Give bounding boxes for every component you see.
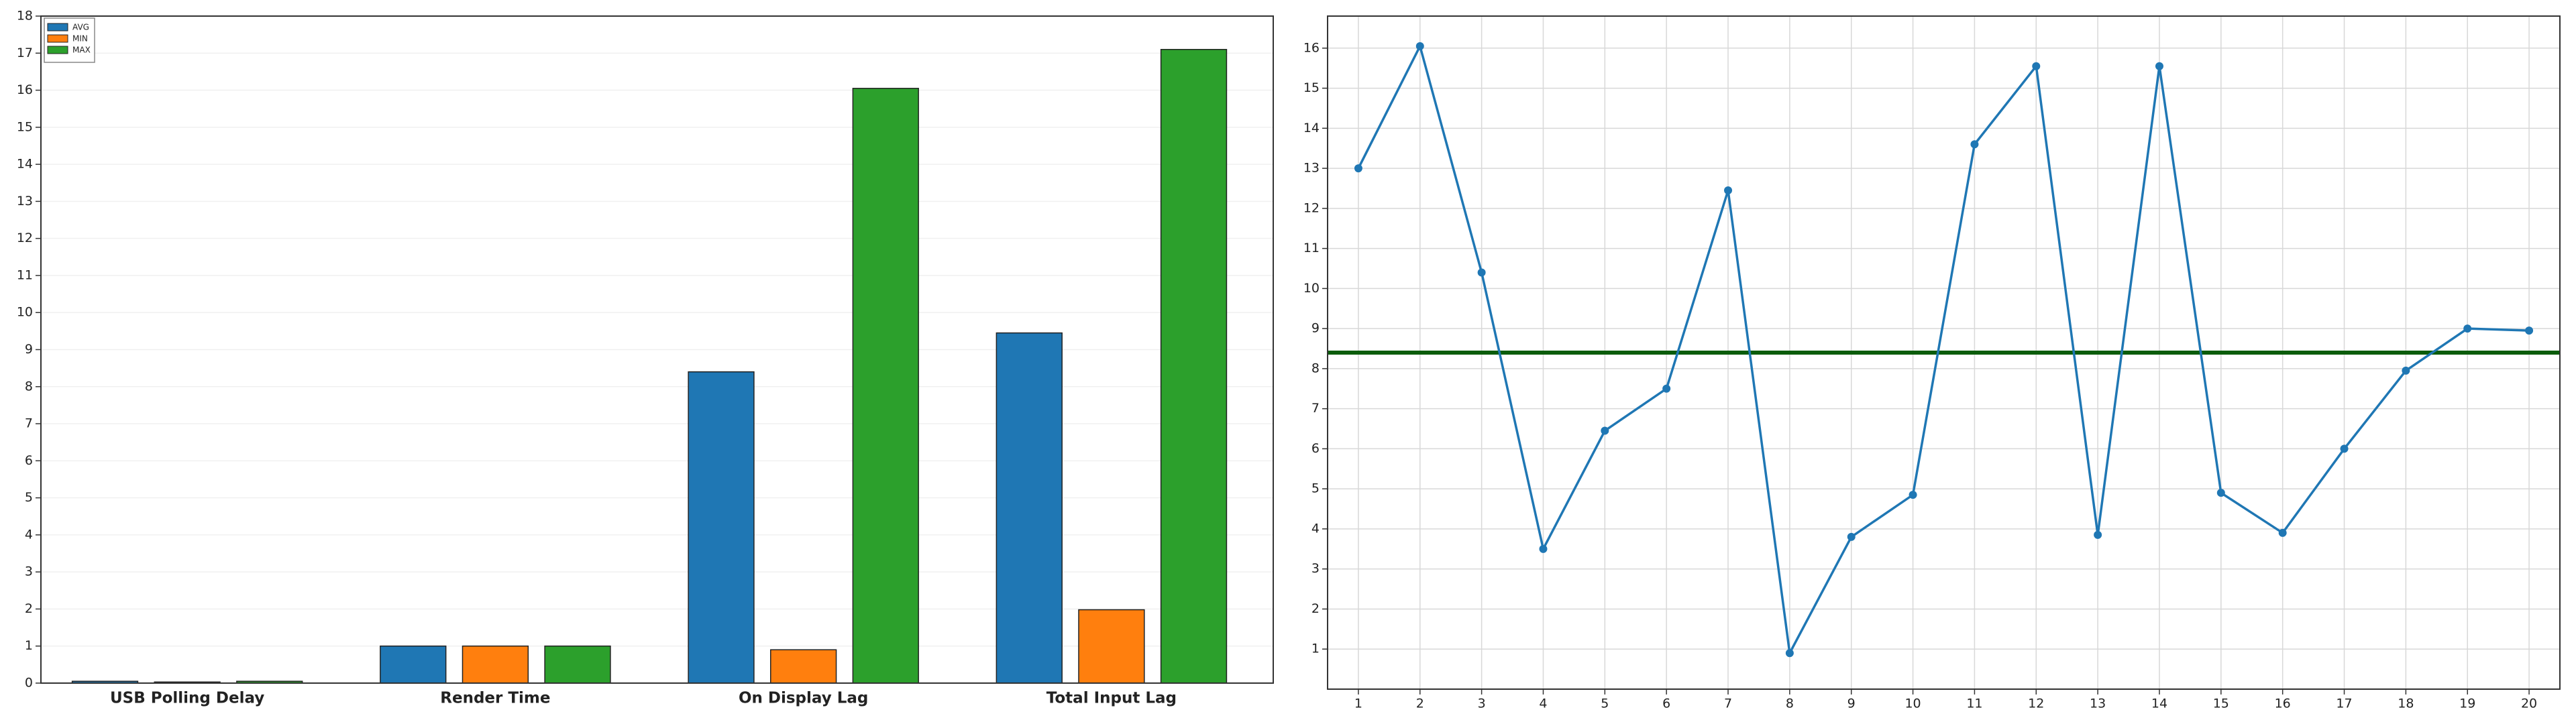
legend-label: MIN (72, 34, 88, 44)
plot-frame (1327, 15, 2561, 690)
y-tick-label: 8 (1311, 361, 1320, 375)
x-tick-label: 18 (2398, 697, 2414, 711)
y-tick-label: 2 (1311, 601, 1320, 616)
point (2463, 324, 2472, 333)
point (2216, 489, 2225, 497)
y-tick-label: 1 (25, 638, 33, 653)
y-tick-label: 6 (1311, 441, 1320, 456)
point (2155, 62, 2163, 70)
y-tick-label: 13 (1303, 161, 1320, 176)
y-tick-label: 17 (17, 46, 33, 60)
y-tick-label: 2 (25, 601, 33, 616)
x-tick-label: 13 (2090, 697, 2106, 711)
x-tick-label: On Display Lag (739, 690, 868, 707)
point (1909, 491, 1917, 499)
y-tick-label: 16 (1303, 40, 1320, 55)
y-tick-label: 8 (25, 379, 33, 394)
point (1539, 544, 1548, 553)
bar (1160, 49, 1228, 684)
point (2340, 444, 2349, 453)
point (1970, 140, 1979, 149)
x-tick-label: 9 (1847, 697, 1856, 711)
legend-swatch (47, 23, 68, 32)
y-tick-label: 7 (25, 416, 33, 431)
y-tick-label: 16 (17, 82, 33, 97)
legend-label: MAX (72, 46, 91, 55)
y-tick-label: 3 (1311, 561, 1320, 576)
y-tick-label: 15 (1303, 80, 1320, 95)
point (1785, 649, 1794, 658)
x-tick-label: 4 (1539, 697, 1547, 711)
x-tick-label: 6 (1662, 697, 1670, 711)
x-tick-label: 5 (1601, 697, 1609, 711)
y-tick-label: 0 (25, 676, 33, 690)
x-tick-label: 12 (2028, 697, 2044, 711)
x-tick-label: 3 (1478, 697, 1486, 711)
bar (996, 332, 1063, 684)
y-tick-label: 3 (25, 564, 33, 579)
bar (1078, 609, 1145, 684)
x-tick-label: 8 (1786, 697, 1794, 711)
y-tick-label: 12 (1303, 200, 1320, 215)
y-tick-label: 12 (17, 231, 33, 245)
y-tick-label: 5 (1311, 481, 1320, 496)
y-tick-label: 14 (1303, 121, 1320, 135)
y-tick-label: 11 (1303, 241, 1320, 255)
bar (544, 645, 611, 684)
y-tick-label: 13 (17, 194, 33, 208)
bar (688, 371, 755, 684)
x-tick-label: 1 (1354, 697, 1362, 711)
y-tick-label: 10 (1303, 281, 1320, 296)
point (2278, 528, 2287, 537)
point (1601, 426, 1609, 435)
point (2402, 366, 2410, 375)
y-tick-label: 11 (17, 267, 33, 282)
x-tick-label: USB Polling Delay (110, 690, 264, 707)
x-tick-label: 11 (1966, 697, 1982, 711)
x-tick-label: Render Time (440, 690, 550, 707)
point (2032, 62, 2041, 70)
point (1662, 384, 1671, 393)
point (2525, 326, 2534, 335)
legend-swatch (47, 46, 68, 54)
y-tick-label: 4 (1311, 521, 1320, 536)
y-tick-label: 4 (25, 527, 33, 542)
y-tick-label: 7 (1311, 401, 1320, 416)
x-tick-label: 16 (2275, 697, 2291, 711)
y-tick-label: 5 (25, 490, 33, 505)
y-tick-label: 15 (17, 119, 33, 134)
y-tick-label: 9 (25, 342, 33, 357)
point (1477, 268, 1486, 277)
y-tick-label: 6 (25, 453, 33, 468)
bar (769, 649, 837, 684)
line (1357, 42, 2530, 657)
y-tick-label: 10 (17, 305, 33, 320)
bar (852, 88, 919, 684)
x-tick-label: 2 (1416, 697, 1424, 711)
x-tick-label: 14 (2151, 697, 2167, 711)
y-tick-label: 1 (1311, 642, 1320, 656)
x-tick-label: 10 (1904, 697, 1921, 711)
x-tick-label: 15 (2213, 697, 2229, 711)
point (2094, 530, 2102, 539)
bar (380, 645, 447, 684)
point (1724, 186, 1733, 194)
x-tick-label: 7 (1724, 697, 1732, 711)
y-tick-label: 9 (1311, 321, 1320, 336)
legend-swatch (47, 34, 68, 43)
point (1354, 164, 1362, 173)
x-tick-label: 19 (2459, 697, 2475, 711)
y-tick-label: 14 (17, 157, 33, 172)
y-tick-label: 18 (17, 9, 33, 23)
x-tick-label: 17 (2336, 697, 2352, 711)
x-tick-label: 20 (2521, 697, 2537, 711)
point (1847, 532, 1856, 541)
bar (462, 645, 529, 684)
legend-label: AVG (72, 23, 89, 32)
point (1415, 42, 1424, 50)
plot-frame (40, 15, 1274, 684)
x-tick-label: Total Input Lag (1046, 690, 1177, 707)
